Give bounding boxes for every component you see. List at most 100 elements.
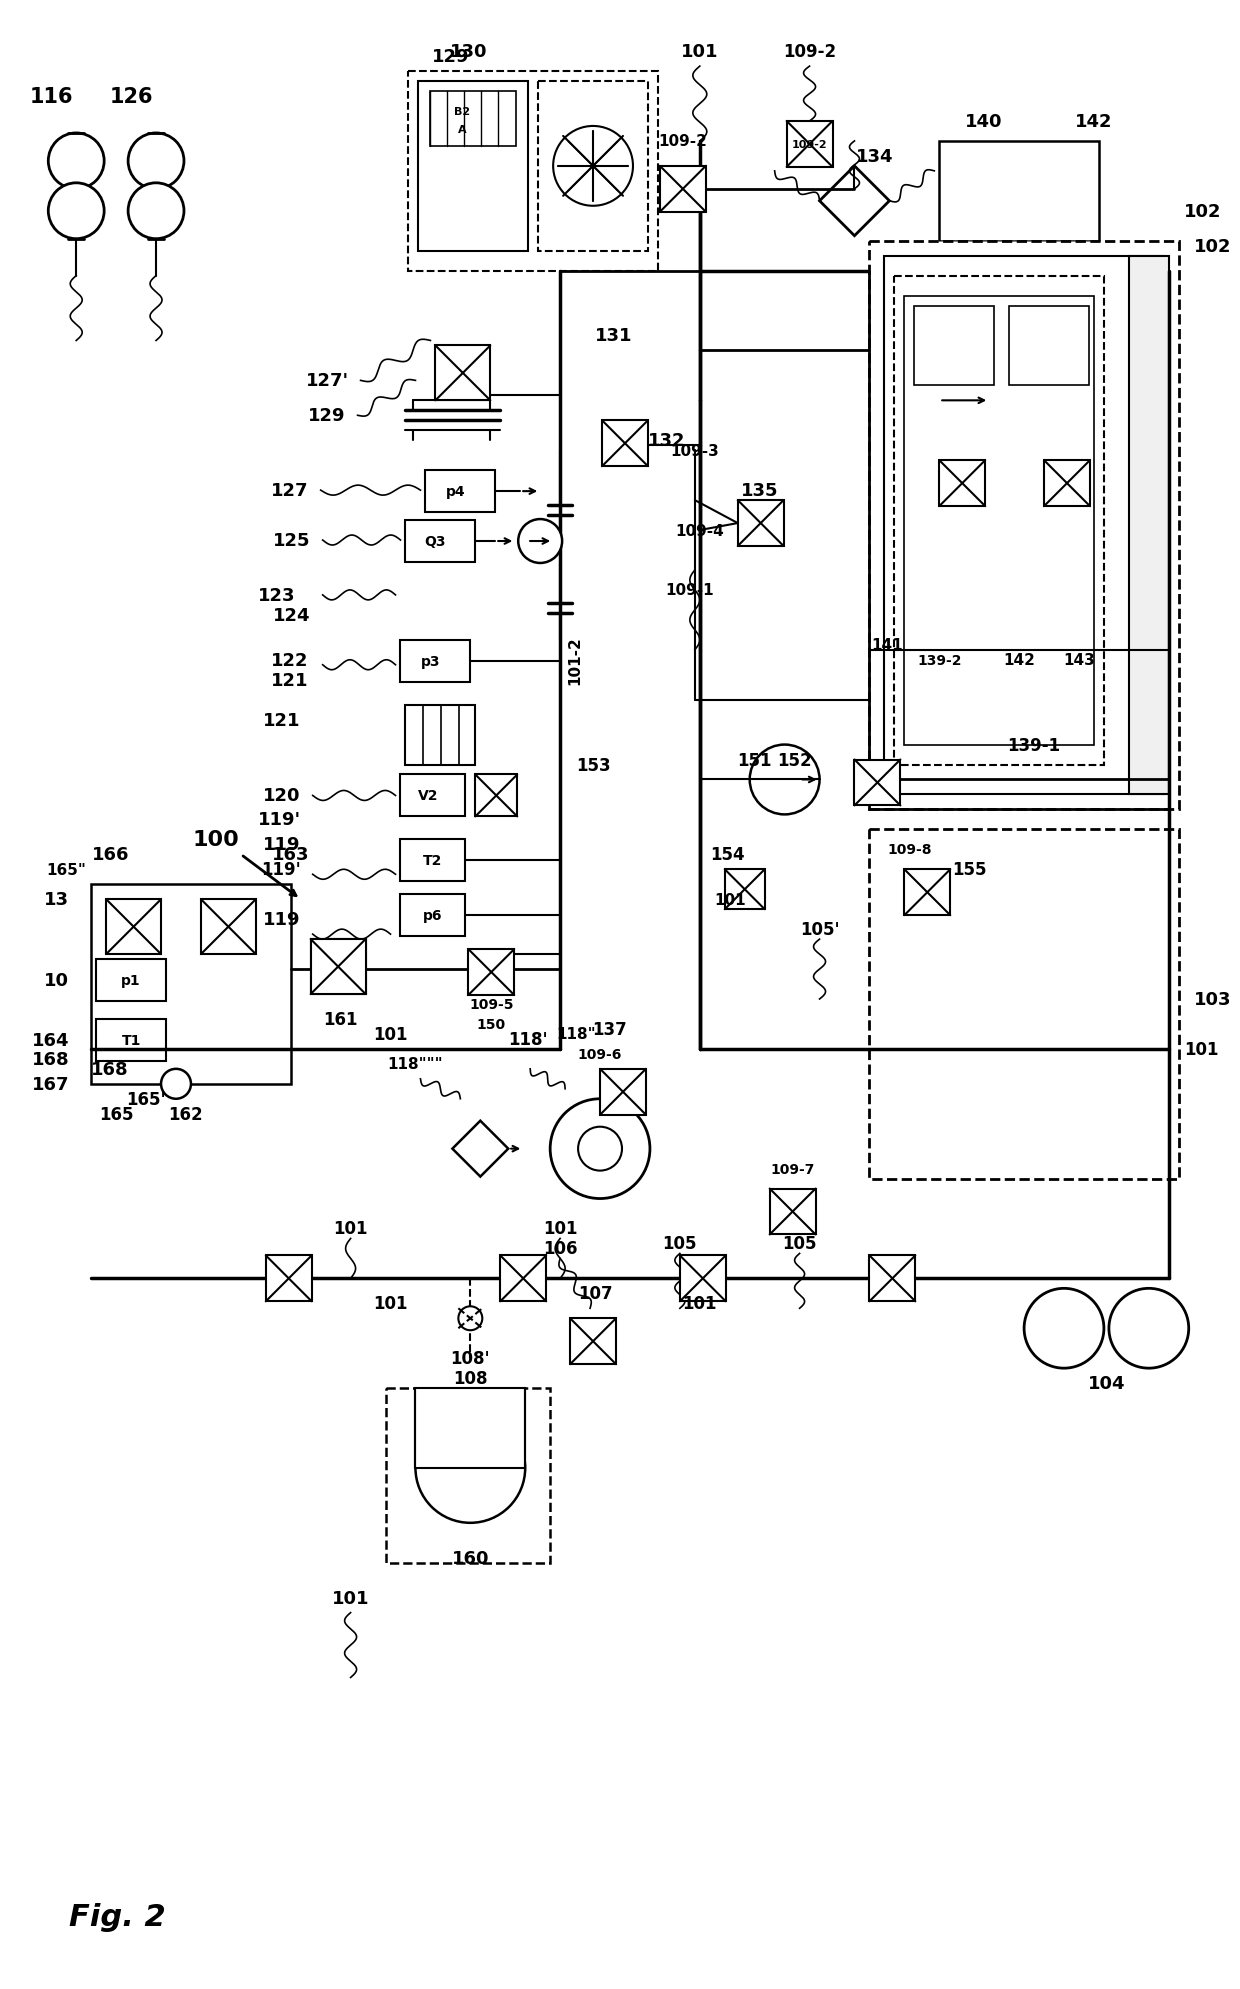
Bar xyxy=(904,296,1094,746)
Bar xyxy=(201,899,255,955)
Text: 119: 119 xyxy=(263,911,301,929)
Bar xyxy=(738,501,784,547)
Text: 131: 131 xyxy=(595,328,632,346)
Text: 132: 132 xyxy=(649,432,686,450)
Bar xyxy=(786,121,832,167)
Text: 119': 119' xyxy=(258,812,301,829)
Bar xyxy=(600,1070,646,1116)
Text: 134: 134 xyxy=(856,147,893,165)
Text: 153: 153 xyxy=(575,756,610,774)
Bar xyxy=(1009,306,1089,386)
Text: 101: 101 xyxy=(1184,1040,1218,1058)
Text: 109-1: 109-1 xyxy=(666,583,714,599)
Text: B2: B2 xyxy=(454,107,470,117)
Bar xyxy=(660,167,706,213)
Text: T2: T2 xyxy=(423,853,443,867)
Bar xyxy=(939,141,1099,241)
Bar xyxy=(1044,461,1090,507)
Text: 161: 161 xyxy=(324,1010,358,1028)
Text: 120: 120 xyxy=(263,788,301,806)
Text: 118""": 118""" xyxy=(388,1056,443,1072)
Bar xyxy=(405,521,475,563)
Text: 143: 143 xyxy=(1063,652,1095,668)
Bar xyxy=(854,760,900,806)
Bar xyxy=(401,640,470,682)
Bar xyxy=(538,82,649,251)
Text: 139-1: 139-1 xyxy=(1008,736,1060,754)
Bar xyxy=(939,461,986,507)
Text: 108': 108' xyxy=(450,1349,490,1368)
Bar xyxy=(904,869,950,915)
Bar xyxy=(311,939,366,994)
Text: 125: 125 xyxy=(273,531,311,549)
Text: 166: 166 xyxy=(93,845,130,863)
Bar xyxy=(415,1388,526,1468)
Text: 105: 105 xyxy=(662,1235,697,1253)
Text: 109-8: 109-8 xyxy=(887,843,931,857)
Circle shape xyxy=(48,183,104,239)
Text: 121: 121 xyxy=(272,672,309,690)
Text: 150: 150 xyxy=(476,1018,506,1032)
Bar xyxy=(680,1255,725,1301)
Text: 109-2: 109-2 xyxy=(782,44,836,62)
Text: 107: 107 xyxy=(578,1285,613,1303)
Bar xyxy=(884,257,1164,796)
Text: 118": 118" xyxy=(557,1026,596,1042)
Bar xyxy=(408,72,658,271)
Text: 101: 101 xyxy=(373,1026,408,1044)
Text: p6: p6 xyxy=(423,909,443,923)
Circle shape xyxy=(161,1070,191,1100)
Bar xyxy=(386,1388,551,1563)
Text: 118': 118' xyxy=(508,1030,548,1048)
Circle shape xyxy=(459,1307,482,1331)
Text: 154: 154 xyxy=(711,845,745,863)
Bar xyxy=(418,82,528,251)
Bar xyxy=(435,346,490,402)
Circle shape xyxy=(128,133,184,189)
Bar xyxy=(869,829,1179,1179)
Text: 129: 129 xyxy=(432,48,469,66)
Text: 109-7: 109-7 xyxy=(770,1162,815,1175)
Text: p1: p1 xyxy=(122,973,141,987)
Bar xyxy=(724,869,765,909)
Bar xyxy=(469,949,515,996)
Text: 101: 101 xyxy=(714,893,746,907)
Text: 152: 152 xyxy=(777,752,812,770)
Text: p3: p3 xyxy=(420,654,440,668)
Text: 162: 162 xyxy=(169,1106,203,1124)
Text: 164: 164 xyxy=(32,1032,69,1050)
Bar xyxy=(869,241,1179,810)
Text: 127': 127' xyxy=(305,372,348,390)
Bar xyxy=(869,1255,915,1301)
Text: 167: 167 xyxy=(32,1076,69,1094)
Text: 168: 168 xyxy=(92,1060,129,1078)
Text: 151: 151 xyxy=(738,752,773,770)
Text: 109-2: 109-2 xyxy=(658,135,707,149)
Text: 13: 13 xyxy=(45,891,69,909)
Text: 165': 165' xyxy=(126,1090,166,1108)
Bar xyxy=(894,276,1104,766)
Text: 126: 126 xyxy=(109,88,153,107)
Text: 10: 10 xyxy=(45,971,69,991)
Text: 129: 129 xyxy=(308,408,346,426)
Text: 155: 155 xyxy=(952,861,987,879)
Text: 119': 119' xyxy=(260,861,301,879)
Circle shape xyxy=(128,183,184,239)
Circle shape xyxy=(518,519,562,563)
Text: 109-6: 109-6 xyxy=(578,1048,622,1062)
Circle shape xyxy=(415,1414,526,1524)
Text: p4: p4 xyxy=(445,485,465,499)
Text: 106: 106 xyxy=(543,1239,578,1257)
Text: Fig. 2: Fig. 2 xyxy=(69,1901,166,1931)
Text: 109-5: 109-5 xyxy=(469,996,513,1012)
Bar xyxy=(500,1255,546,1301)
Text: A: A xyxy=(458,125,466,135)
Text: 127: 127 xyxy=(272,481,309,499)
Bar xyxy=(770,1189,816,1235)
Bar xyxy=(570,1319,616,1364)
Text: 137: 137 xyxy=(593,1020,627,1038)
Text: 105: 105 xyxy=(782,1235,817,1253)
Text: 163: 163 xyxy=(272,845,310,863)
Text: 101: 101 xyxy=(332,1589,370,1607)
Circle shape xyxy=(1109,1289,1189,1368)
